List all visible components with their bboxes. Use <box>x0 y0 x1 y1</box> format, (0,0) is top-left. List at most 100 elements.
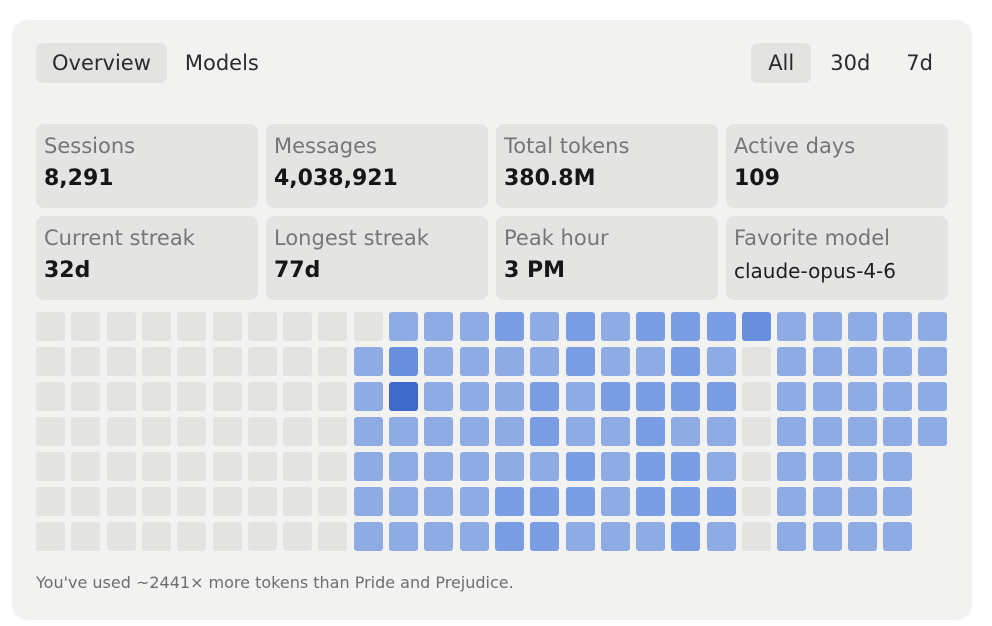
activity-cell <box>813 452 842 481</box>
activity-cell <box>283 312 312 341</box>
activity-cell <box>71 347 100 376</box>
activity-cell <box>777 452 806 481</box>
stat-label: Favorite model <box>734 226 890 250</box>
activity-cell <box>142 487 171 516</box>
activity-cell <box>213 312 242 341</box>
activity-cell <box>813 347 842 376</box>
activity-cell <box>36 312 65 341</box>
activity-cell <box>883 487 912 516</box>
activity-cell <box>530 522 559 551</box>
stat-total-tokens: Total tokens 380.8M <box>496 124 718 208</box>
stat-value: 32d <box>44 258 91 283</box>
activity-cell <box>107 417 136 446</box>
activity-cell <box>283 417 312 446</box>
stat-value: 4,038,921 <box>274 166 398 191</box>
stat-messages: Messages 4,038,921 <box>266 124 488 208</box>
activity-cell <box>142 347 171 376</box>
activity-cell <box>883 522 912 551</box>
activity-cell <box>36 347 65 376</box>
activity-cell <box>636 487 665 516</box>
activity-cell <box>213 487 242 516</box>
activity-cell <box>742 382 771 411</box>
activity-cell <box>742 487 771 516</box>
activity-cell <box>177 452 206 481</box>
stat-value: 8,291 <box>44 166 114 191</box>
stat-value: 380.8M <box>504 166 596 191</box>
activity-cell <box>71 487 100 516</box>
activity-cell <box>389 487 418 516</box>
activity-cell <box>460 382 489 411</box>
activity-cell <box>530 417 559 446</box>
activity-cell <box>107 312 136 341</box>
activity-cell <box>671 487 700 516</box>
activity-cell <box>142 522 171 551</box>
stat-value: claude-opus-4-6 <box>734 259 896 283</box>
activity-cell <box>354 347 383 376</box>
activity-cell <box>601 347 630 376</box>
activity-cell <box>530 382 559 411</box>
activity-cell <box>601 312 630 341</box>
activity-cell <box>142 452 171 481</box>
activity-cell <box>777 312 806 341</box>
activity-cell <box>36 522 65 551</box>
activity-cell <box>318 452 347 481</box>
activity-cell <box>566 522 595 551</box>
activity-cell <box>389 347 418 376</box>
activity-cell <box>283 522 312 551</box>
activity-cell <box>707 417 736 446</box>
activity-cell <box>213 452 242 481</box>
activity-cell <box>424 522 453 551</box>
stat-label: Current streak <box>44 226 195 250</box>
activity-cell <box>283 347 312 376</box>
activity-cell <box>530 487 559 516</box>
activity-cell <box>318 312 347 341</box>
activity-cell <box>495 452 524 481</box>
activity-cell <box>777 417 806 446</box>
activity-cell <box>601 522 630 551</box>
activity-cell <box>777 487 806 516</box>
activity-cell <box>495 382 524 411</box>
stat-label: Peak hour <box>504 226 609 250</box>
tab-range-30d[interactable]: 30d <box>830 51 871 75</box>
activity-cell <box>354 312 383 341</box>
activity-cell <box>107 487 136 516</box>
activity-cell <box>742 522 771 551</box>
stat-sessions: Sessions 8,291 <box>36 124 258 208</box>
activity-cell <box>848 452 877 481</box>
activity-cell <box>460 452 489 481</box>
activity-cell <box>142 312 171 341</box>
activity-cell <box>283 452 312 481</box>
activity-cell <box>142 382 171 411</box>
activity-cell <box>460 522 489 551</box>
activity-cell <box>318 382 347 411</box>
activity-cell <box>318 417 347 446</box>
activity-cell <box>424 347 453 376</box>
activity-cell <box>883 347 912 376</box>
activity-cell <box>36 382 65 411</box>
activity-cell <box>213 522 242 551</box>
activity-cell <box>742 312 771 341</box>
activity-cell <box>424 487 453 516</box>
activity-cell <box>707 347 736 376</box>
activity-cell <box>530 452 559 481</box>
tab-overview[interactable]: Overview <box>36 43 167 83</box>
stat-value: 109 <box>734 166 780 191</box>
activity-cell <box>460 312 489 341</box>
tab-models[interactable]: Models <box>184 51 259 75</box>
activity-cell <box>177 522 206 551</box>
stat-label: Sessions <box>44 134 136 158</box>
activity-cell <box>848 347 877 376</box>
activity-cell <box>283 382 312 411</box>
activity-cell <box>566 487 595 516</box>
tab-range-7d[interactable]: 7d <box>906 51 933 75</box>
activity-cell <box>848 522 877 551</box>
activity-cell <box>848 382 877 411</box>
activity-cell <box>813 522 842 551</box>
activity-cell <box>777 382 806 411</box>
activity-cell <box>248 452 277 481</box>
stat-current-streak: Current streak 32d <box>36 216 258 300</box>
tab-range-all[interactable]: All <box>751 43 812 83</box>
activity-cell <box>424 312 453 341</box>
activity-cell <box>883 382 912 411</box>
stat-peak-hour: Peak hour 3 PM <box>496 216 718 300</box>
